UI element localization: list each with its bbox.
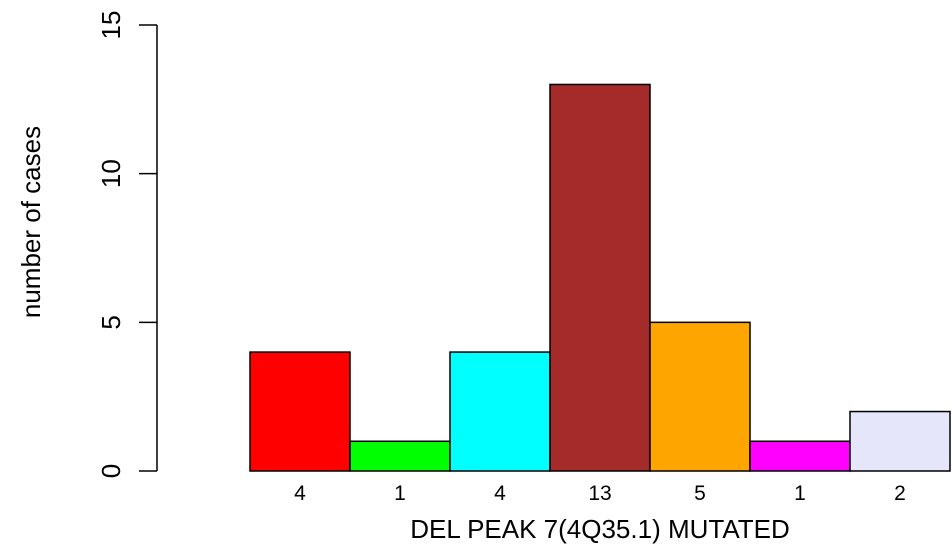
bar (849, 410, 951, 472)
bar (449, 351, 551, 472)
bar (249, 351, 351, 472)
x-axis-label: DEL PEAK 7(4Q35.1) MUTATED (410, 514, 790, 544)
bar (549, 83, 651, 472)
bars (249, 83, 951, 472)
y-tick-label: 0 (96, 464, 126, 478)
x-tick-label: 4 (294, 482, 306, 505)
y-axis: 0 5 10 15 (96, 11, 158, 478)
y-tick-label: 10 (96, 159, 126, 188)
x-tick-label: 1 (394, 482, 406, 505)
x-tick-labels: 4 1 4 13 5 1 2 (294, 482, 906, 505)
x-tick-label: 5 (694, 482, 706, 505)
y-axis-label: number of cases (16, 126, 46, 318)
bar (749, 440, 851, 472)
bar (649, 321, 751, 472)
bar (349, 440, 451, 472)
x-tick-label: 1 (794, 482, 806, 505)
y-tick-label: 15 (96, 11, 126, 40)
y-tick-label: 5 (96, 315, 126, 329)
x-tick-label: 4 (494, 482, 506, 505)
x-tick-label: 13 (588, 482, 611, 505)
x-tick-label: 2 (894, 482, 906, 505)
